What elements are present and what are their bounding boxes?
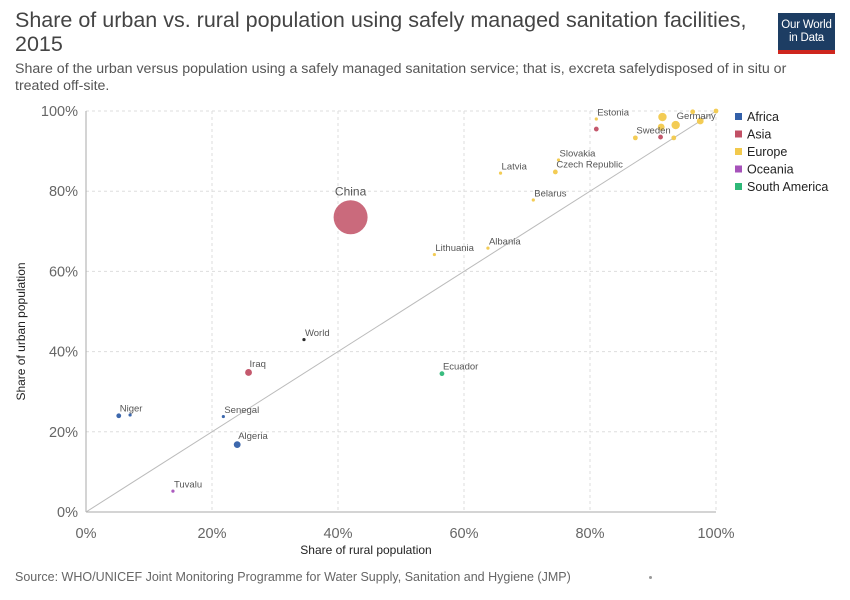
point-label: Belarus (534, 188, 566, 199)
source-note: Source: WHO/UNICEF Joint Monitoring Prog… (15, 570, 571, 584)
data-point[interactable] (233, 441, 241, 449)
point-label: Lithuania (435, 243, 474, 254)
point-label: Iraq (250, 359, 266, 370)
data-point[interactable] (498, 171, 503, 175)
point-label: Tuvalu (174, 480, 202, 491)
legend-item[interactable]: Oceania (747, 163, 794, 177)
point-label: Sweden (636, 125, 670, 136)
logo-line-2: in Data (788, 31, 825, 44)
footer-dot (649, 576, 652, 579)
reference-line-y-equals-x (85, 110, 717, 513)
grid-lines (85, 110, 717, 513)
point-label: Ecuador (443, 361, 478, 372)
y-axis-label: Share of urban population (14, 262, 28, 400)
data-point[interactable] (439, 371, 445, 377)
data-point[interactable] (556, 158, 561, 162)
point-label: Slovakia (560, 148, 597, 159)
data-point[interactable] (333, 200, 368, 235)
point-label: World (305, 328, 330, 339)
data-point[interactable] (531, 198, 535, 202)
point-label: Czech Republic (556, 160, 623, 171)
data-point[interactable] (302, 337, 306, 342)
data-points (116, 108, 719, 493)
legend-item[interactable]: Africa (747, 110, 779, 124)
x-tick-label: 80% (575, 526, 604, 542)
chart-title: Share of urban vs. rural population usin… (15, 8, 747, 56)
data-point[interactable] (713, 108, 719, 114)
x-tick-label: 100% (697, 526, 734, 542)
data-point[interactable] (552, 169, 558, 175)
legend-swatch (735, 148, 742, 155)
y-tick-label: 0% (57, 505, 78, 521)
chart-subtitle: Share of the urban versus population usi… (15, 61, 787, 94)
data-point[interactable] (116, 413, 122, 419)
x-tick-label: 40% (323, 526, 352, 542)
owid-logo[interactable]: Our World in Data (778, 13, 835, 54)
point-label: Albania (489, 237, 521, 248)
point-label: Estonia (597, 107, 629, 118)
y-tick-label: 20% (49, 425, 78, 441)
legend[interactable]: Africa Asia Europe Oceania South America (735, 110, 828, 194)
legend-item[interactable]: Europe (747, 145, 787, 159)
data-point[interactable] (632, 135, 638, 141)
point-label: Senegal (224, 405, 259, 416)
point-label: Algeria (238, 431, 268, 442)
y-tick-label: 60% (49, 264, 78, 280)
y-tick-label: 100% (41, 104, 78, 120)
data-point[interactable] (171, 489, 175, 493)
data-point[interactable] (690, 109, 696, 115)
legend-swatch (735, 113, 742, 120)
point-label: Latvia (502, 162, 528, 173)
legend-swatch (735, 183, 742, 190)
legend-item[interactable]: Asia (747, 128, 771, 142)
point-label: China (335, 184, 367, 198)
x-tick-label: 60% (449, 526, 478, 542)
data-point[interactable] (671, 120, 680, 130)
data-point[interactable] (658, 112, 667, 122)
data-point[interactable] (221, 414, 225, 419)
data-point[interactable] (432, 252, 436, 257)
data-point[interactable] (657, 123, 665, 131)
legend-swatch (735, 165, 742, 173)
data-point[interactable] (658, 134, 663, 140)
point-label: Niger (120, 403, 143, 414)
data-point[interactable] (593, 126, 599, 132)
logo-line-1: Our World (781, 18, 832, 31)
legend-swatch (735, 130, 742, 138)
data-point[interactable] (696, 117, 704, 125)
axis-ticks: 0% 20% 40% 60% 80% 100% 0% 20% 40% 60% 80% 100% (41, 104, 735, 542)
y-tick-label: 80% (49, 184, 78, 200)
data-point[interactable] (486, 246, 490, 250)
legend-item[interactable]: South America (747, 180, 828, 194)
y-tick-label: 40% (49, 345, 78, 361)
data-point[interactable] (671, 135, 677, 141)
point-label: Germany (677, 111, 716, 122)
data-point[interactable] (128, 413, 132, 417)
x-tick-label: 0% (76, 526, 97, 542)
data-point[interactable] (594, 117, 598, 121)
x-axis-label: Share of rural population (300, 543, 431, 557)
data-point[interactable] (245, 369, 252, 376)
x-tick-label: 20% (197, 526, 226, 542)
point-labels: China Iraq Estonia Germany Sweden SlovakiaCze… (120, 107, 716, 490)
